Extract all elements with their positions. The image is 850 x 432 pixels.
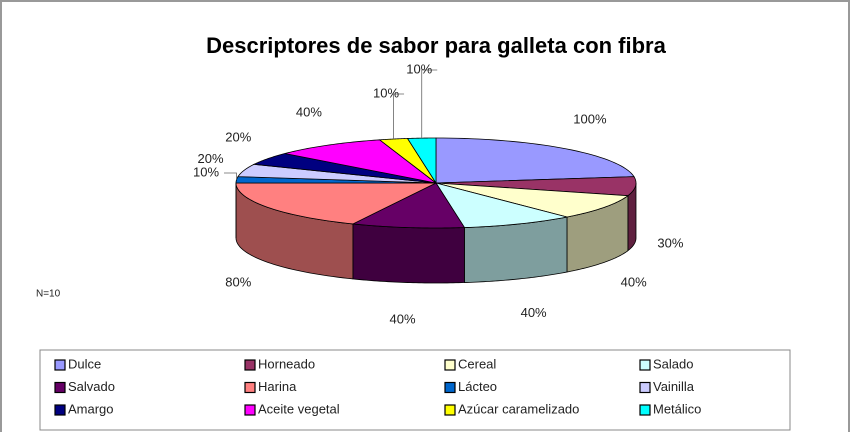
slice: [435, 176, 637, 197]
legend-swatch: [639, 381, 651, 394]
legend-label: Harina: [258, 379, 297, 394]
legend-swatch: [244, 381, 256, 394]
slice: [284, 139, 437, 184]
legend-label: Aceite vegetal: [258, 401, 340, 416]
legend: [39, 349, 791, 431]
legend-label: Salado: [653, 356, 693, 371]
legend-swatch: [444, 381, 456, 394]
chart-title: Descriptores de sabor para galleta con f…: [206, 33, 666, 58]
slice: [435, 137, 635, 184]
data-label: 10%: [406, 61, 432, 76]
legend-label: Lácteo: [458, 379, 497, 394]
data-label: 40%: [390, 312, 416, 327]
slice: [252, 153, 437, 184]
legend-label: Salvado: [68, 379, 115, 394]
data-label: 40%: [621, 274, 647, 289]
legend-swatch: [244, 359, 256, 371]
legend-label: Metálico: [653, 401, 701, 416]
slice: [406, 137, 437, 185]
leader-line: [224, 172, 237, 180]
data-label: 80%: [225, 274, 251, 289]
slice: [235, 182, 437, 225]
data-label: 30%: [657, 235, 683, 250]
slice: [237, 163, 437, 184]
legend-swatch: [444, 404, 456, 416]
data-label: 20%: [198, 151, 224, 166]
legend-swatch: [639, 359, 651, 371]
legend-label: Amargo: [68, 401, 114, 416]
slice: [351, 182, 466, 229]
data-label: 10%: [193, 164, 219, 179]
data-label: 100%: [573, 112, 607, 127]
leader-line: [421, 69, 438, 139]
data-label: 20%: [225, 130, 251, 145]
legend-label: Horneado: [258, 356, 315, 371]
slice: [435, 182, 568, 228]
legend-swatch: [444, 359, 456, 371]
legend-label: Cereal: [458, 356, 496, 371]
legend-swatch: [639, 404, 651, 416]
legend-swatch: [244, 404, 256, 416]
data-label: 40%: [296, 105, 322, 120]
legend-label: Azúcar caramelizado: [458, 401, 579, 416]
legend-label: Dulce: [68, 356, 101, 371]
slice: [435, 182, 630, 218]
data-label: 10%: [373, 85, 399, 100]
legend-swatch: [54, 404, 66, 416]
legend-swatch: [54, 381, 66, 394]
legend-swatch: [54, 359, 66, 371]
data-label: 40%: [521, 305, 547, 320]
note: N=10: [36, 289, 61, 300]
slice-side: [352, 223, 465, 284]
legend-label: Vainilla: [653, 379, 695, 394]
leader-line: [393, 93, 405, 140]
